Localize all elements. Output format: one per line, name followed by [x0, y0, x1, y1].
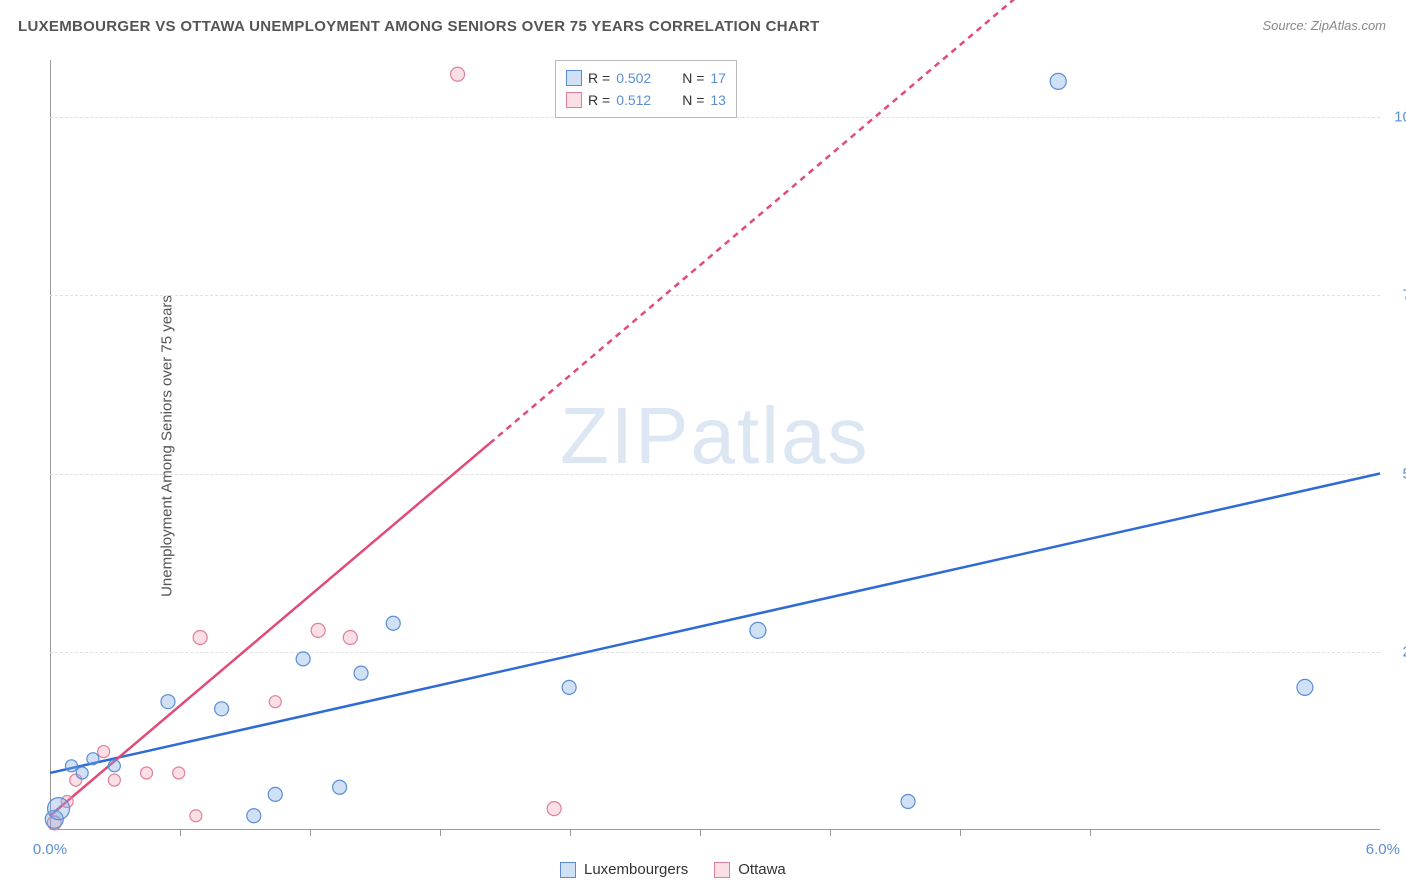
- x-tick: [310, 830, 311, 836]
- data-point: [547, 802, 561, 816]
- data-point: [193, 631, 207, 645]
- y-tick-label: 75.0%: [1385, 287, 1406, 304]
- n-label: N =: [682, 89, 704, 111]
- legend-swatch: [560, 862, 576, 878]
- x-tick: [960, 830, 961, 836]
- legend-swatch: [714, 862, 730, 878]
- data-point: [333, 780, 347, 794]
- data-point: [87, 753, 99, 765]
- source-label: Source: ZipAtlas.com: [1262, 18, 1386, 33]
- data-point: [354, 666, 368, 680]
- n-value: 17: [710, 67, 726, 89]
- data-point: [1050, 73, 1066, 89]
- legend-row: R = 0.502 N = 17: [566, 67, 726, 89]
- y-tick-label: 100.0%: [1385, 109, 1406, 126]
- data-point: [311, 623, 325, 637]
- x-tick: [830, 830, 831, 836]
- data-point: [268, 787, 282, 801]
- data-point: [98, 746, 110, 758]
- data-point: [247, 809, 261, 823]
- data-point: [451, 67, 465, 81]
- data-point: [65, 760, 77, 772]
- r-value: 0.502: [616, 67, 666, 89]
- data-point: [901, 794, 915, 808]
- correlation-legend: R = 0.502 N = 17 R = 0.512 N = 13: [555, 60, 737, 118]
- x-tick: [570, 830, 571, 836]
- data-point: [296, 652, 310, 666]
- data-point: [1297, 679, 1313, 695]
- x-tick: [440, 830, 441, 836]
- data-point: [750, 622, 766, 638]
- data-point: [108, 774, 120, 786]
- legend-row: R = 0.512 N = 13: [566, 89, 726, 111]
- data-point: [161, 695, 175, 709]
- x-axis-max-label: 6.0%: [1366, 841, 1400, 858]
- legend-swatch: [566, 92, 582, 108]
- x-tick: [180, 830, 181, 836]
- n-value: 13: [710, 89, 726, 111]
- plot-area: 25.0%50.0%75.0%100.0% ZIPatlas R =0.502N…: [50, 60, 1380, 830]
- r-value: 0.512: [616, 89, 666, 111]
- data-point: [108, 760, 120, 772]
- x-tick: [1090, 830, 1091, 836]
- data-point: [48, 798, 70, 820]
- r-label: R =: [588, 67, 610, 89]
- data-point: [386, 616, 400, 630]
- data-point: [76, 767, 88, 779]
- data-point: [215, 702, 229, 716]
- legend-label: Ottawa: [738, 861, 786, 878]
- chart-title: LUXEMBOURGER VS OTTAWA UNEMPLOYMENT AMON…: [18, 18, 820, 35]
- legend-swatch: [566, 70, 582, 86]
- data-point: [269, 696, 281, 708]
- n-label: N =: [682, 67, 704, 89]
- data-point: [141, 767, 153, 779]
- data-point: [343, 631, 357, 645]
- legend-label: Luxembourgers: [584, 861, 688, 878]
- y-tick-label: 25.0%: [1385, 643, 1406, 660]
- x-tick: [700, 830, 701, 836]
- x-axis-min-label: 0.0%: [33, 841, 67, 858]
- data-point: [190, 810, 202, 822]
- r-label: R =: [588, 89, 610, 111]
- data-point: [562, 680, 576, 694]
- scatter-points: [50, 60, 1380, 830]
- series-legend: Luxembourgers Ottawa: [560, 861, 804, 878]
- y-tick-label: 50.0%: [1385, 465, 1406, 482]
- data-point: [173, 767, 185, 779]
